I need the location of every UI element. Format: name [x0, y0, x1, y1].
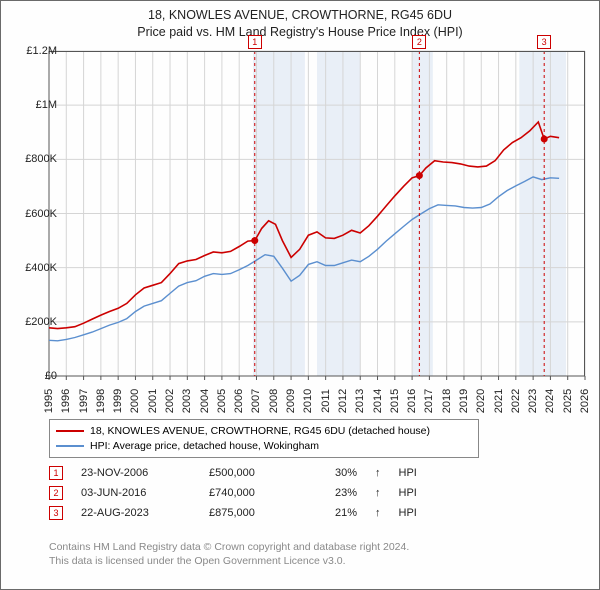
- footer-line-1: Contains HM Land Registry data © Crown c…: [49, 541, 409, 555]
- x-axis-tick-label: 2012: [337, 389, 349, 413]
- sale-row: 2 03-JUN-2016 £740,000 23% ↑ HPI: [49, 486, 549, 500]
- footer-line-2: This data is licensed under the Open Gov…: [49, 555, 409, 569]
- chart-sale-marker: 3: [537, 35, 551, 49]
- x-axis-tick-label: 2004: [199, 389, 211, 413]
- legend-swatch-icon: [56, 445, 84, 447]
- y-axis-tick-label: £200K: [25, 316, 57, 328]
- sale-marker-icon: 3: [49, 506, 63, 520]
- sale-price: £740,000: [209, 487, 299, 499]
- x-axis-tick-label: 2005: [216, 389, 228, 413]
- x-axis-tick-label: 2010: [302, 389, 314, 413]
- x-axis-tick-label: 2002: [164, 389, 176, 413]
- legend-label: 18, KNOWLES AVENUE, CROWTHORNE, RG45 6DU…: [90, 424, 430, 439]
- chart-container: 18, KNOWLES AVENUE, CROWTHORNE, RG45 6DU…: [0, 0, 600, 590]
- sale-row: 3 22-AUG-2023 £875,000 21% ↑ HPI: [49, 506, 549, 520]
- sale-list: 1 23-NOV-2006 £500,000 30% ↑ HPI 2 03-JU…: [49, 466, 549, 526]
- sale-date: 22-AUG-2023: [81, 507, 191, 519]
- x-axis-tick-label: 2016: [406, 389, 418, 413]
- legend: 18, KNOWLES AVENUE, CROWTHORNE, RG45 6DU…: [49, 419, 479, 458]
- arrow-up-icon: ↑: [375, 487, 381, 499]
- x-axis-tick-label: 1996: [60, 389, 72, 413]
- legend-item: 18, KNOWLES AVENUE, CROWTHORNE, RG45 6DU…: [56, 424, 472, 439]
- x-axis-tick-label: 2025: [562, 389, 574, 413]
- y-axis-tick-label: £1M: [36, 99, 57, 111]
- x-axis-tick-label: 2014: [372, 389, 384, 413]
- x-axis-tick-label: 2015: [389, 389, 401, 413]
- x-axis-tick-label: 1998: [95, 389, 107, 413]
- x-axis-tick-label: 2021: [493, 389, 505, 413]
- title-line-2: Price paid vs. HM Land Registry's House …: [1, 24, 599, 41]
- title-line-1: 18, KNOWLES AVENUE, CROWTHORNE, RG45 6DU: [1, 7, 599, 24]
- legend-item: HPI: Average price, detached house, Woki…: [56, 439, 472, 454]
- x-axis-tick-label: 2001: [147, 389, 159, 413]
- sale-date: 03-JUN-2016: [81, 487, 191, 499]
- sale-date: 23-NOV-2006: [81, 467, 191, 479]
- y-axis-tick-label: £800K: [25, 153, 57, 165]
- x-axis-tick-label: 2018: [441, 389, 453, 413]
- x-axis-tick-label: 2011: [320, 389, 332, 413]
- sale-suffix: HPI: [399, 487, 417, 499]
- x-axis-tick-label: 1999: [112, 389, 124, 413]
- y-axis-tick-label: £1.2M: [26, 45, 57, 57]
- x-axis-tick-label: 2000: [129, 389, 141, 413]
- legend-label: HPI: Average price, detached house, Woki…: [90, 439, 319, 454]
- sale-suffix: HPI: [399, 467, 417, 479]
- sale-price: £875,000: [209, 507, 299, 519]
- sale-suffix: HPI: [399, 507, 417, 519]
- sale-row: 1 23-NOV-2006 £500,000 30% ↑ HPI: [49, 466, 549, 480]
- x-axis-tick-label: 2024: [544, 389, 556, 413]
- legend-swatch-icon: [56, 430, 84, 432]
- sale-marker-icon: 1: [49, 466, 63, 480]
- x-axis-tick-label: 2006: [233, 389, 245, 413]
- chart-plot-area: [49, 51, 585, 376]
- sale-pct: 23%: [317, 487, 357, 499]
- chart-sale-marker: 2: [412, 35, 426, 49]
- x-axis-tick-label: 2013: [354, 389, 366, 413]
- x-axis-tick-label: 2020: [475, 389, 487, 413]
- sale-pct: 21%: [317, 507, 357, 519]
- x-axis-tick-label: 2003: [181, 389, 193, 413]
- x-axis-tick-label: 2017: [423, 389, 435, 413]
- arrow-up-icon: ↑: [375, 467, 381, 479]
- x-axis-tick-label: 2007: [250, 389, 262, 413]
- sale-pct: 30%: [317, 467, 357, 479]
- y-axis-tick-label: £0: [45, 370, 57, 382]
- x-axis-tick-label: 2019: [458, 389, 470, 413]
- x-axis-tick-label: 1995: [43, 389, 55, 413]
- sale-price: £500,000: [209, 467, 299, 479]
- x-axis-tick-label: 2026: [579, 389, 591, 413]
- x-axis-tick-label: 1997: [78, 389, 90, 413]
- title-block: 18, KNOWLES AVENUE, CROWTHORNE, RG45 6DU…: [1, 1, 599, 41]
- y-axis-tick-label: £600K: [25, 208, 57, 220]
- x-axis-tick-label: 2009: [285, 389, 297, 413]
- arrow-up-icon: ↑: [375, 507, 381, 519]
- x-axis-tick-label: 2022: [510, 389, 522, 413]
- x-axis-tick-label: 2023: [527, 389, 539, 413]
- footer-attribution: Contains HM Land Registry data © Crown c…: [49, 541, 409, 568]
- sale-marker-icon: 2: [49, 486, 63, 500]
- chart-sale-marker: 1: [248, 35, 262, 49]
- x-axis-tick-label: 2008: [268, 389, 280, 413]
- y-axis-tick-label: £400K: [25, 262, 57, 274]
